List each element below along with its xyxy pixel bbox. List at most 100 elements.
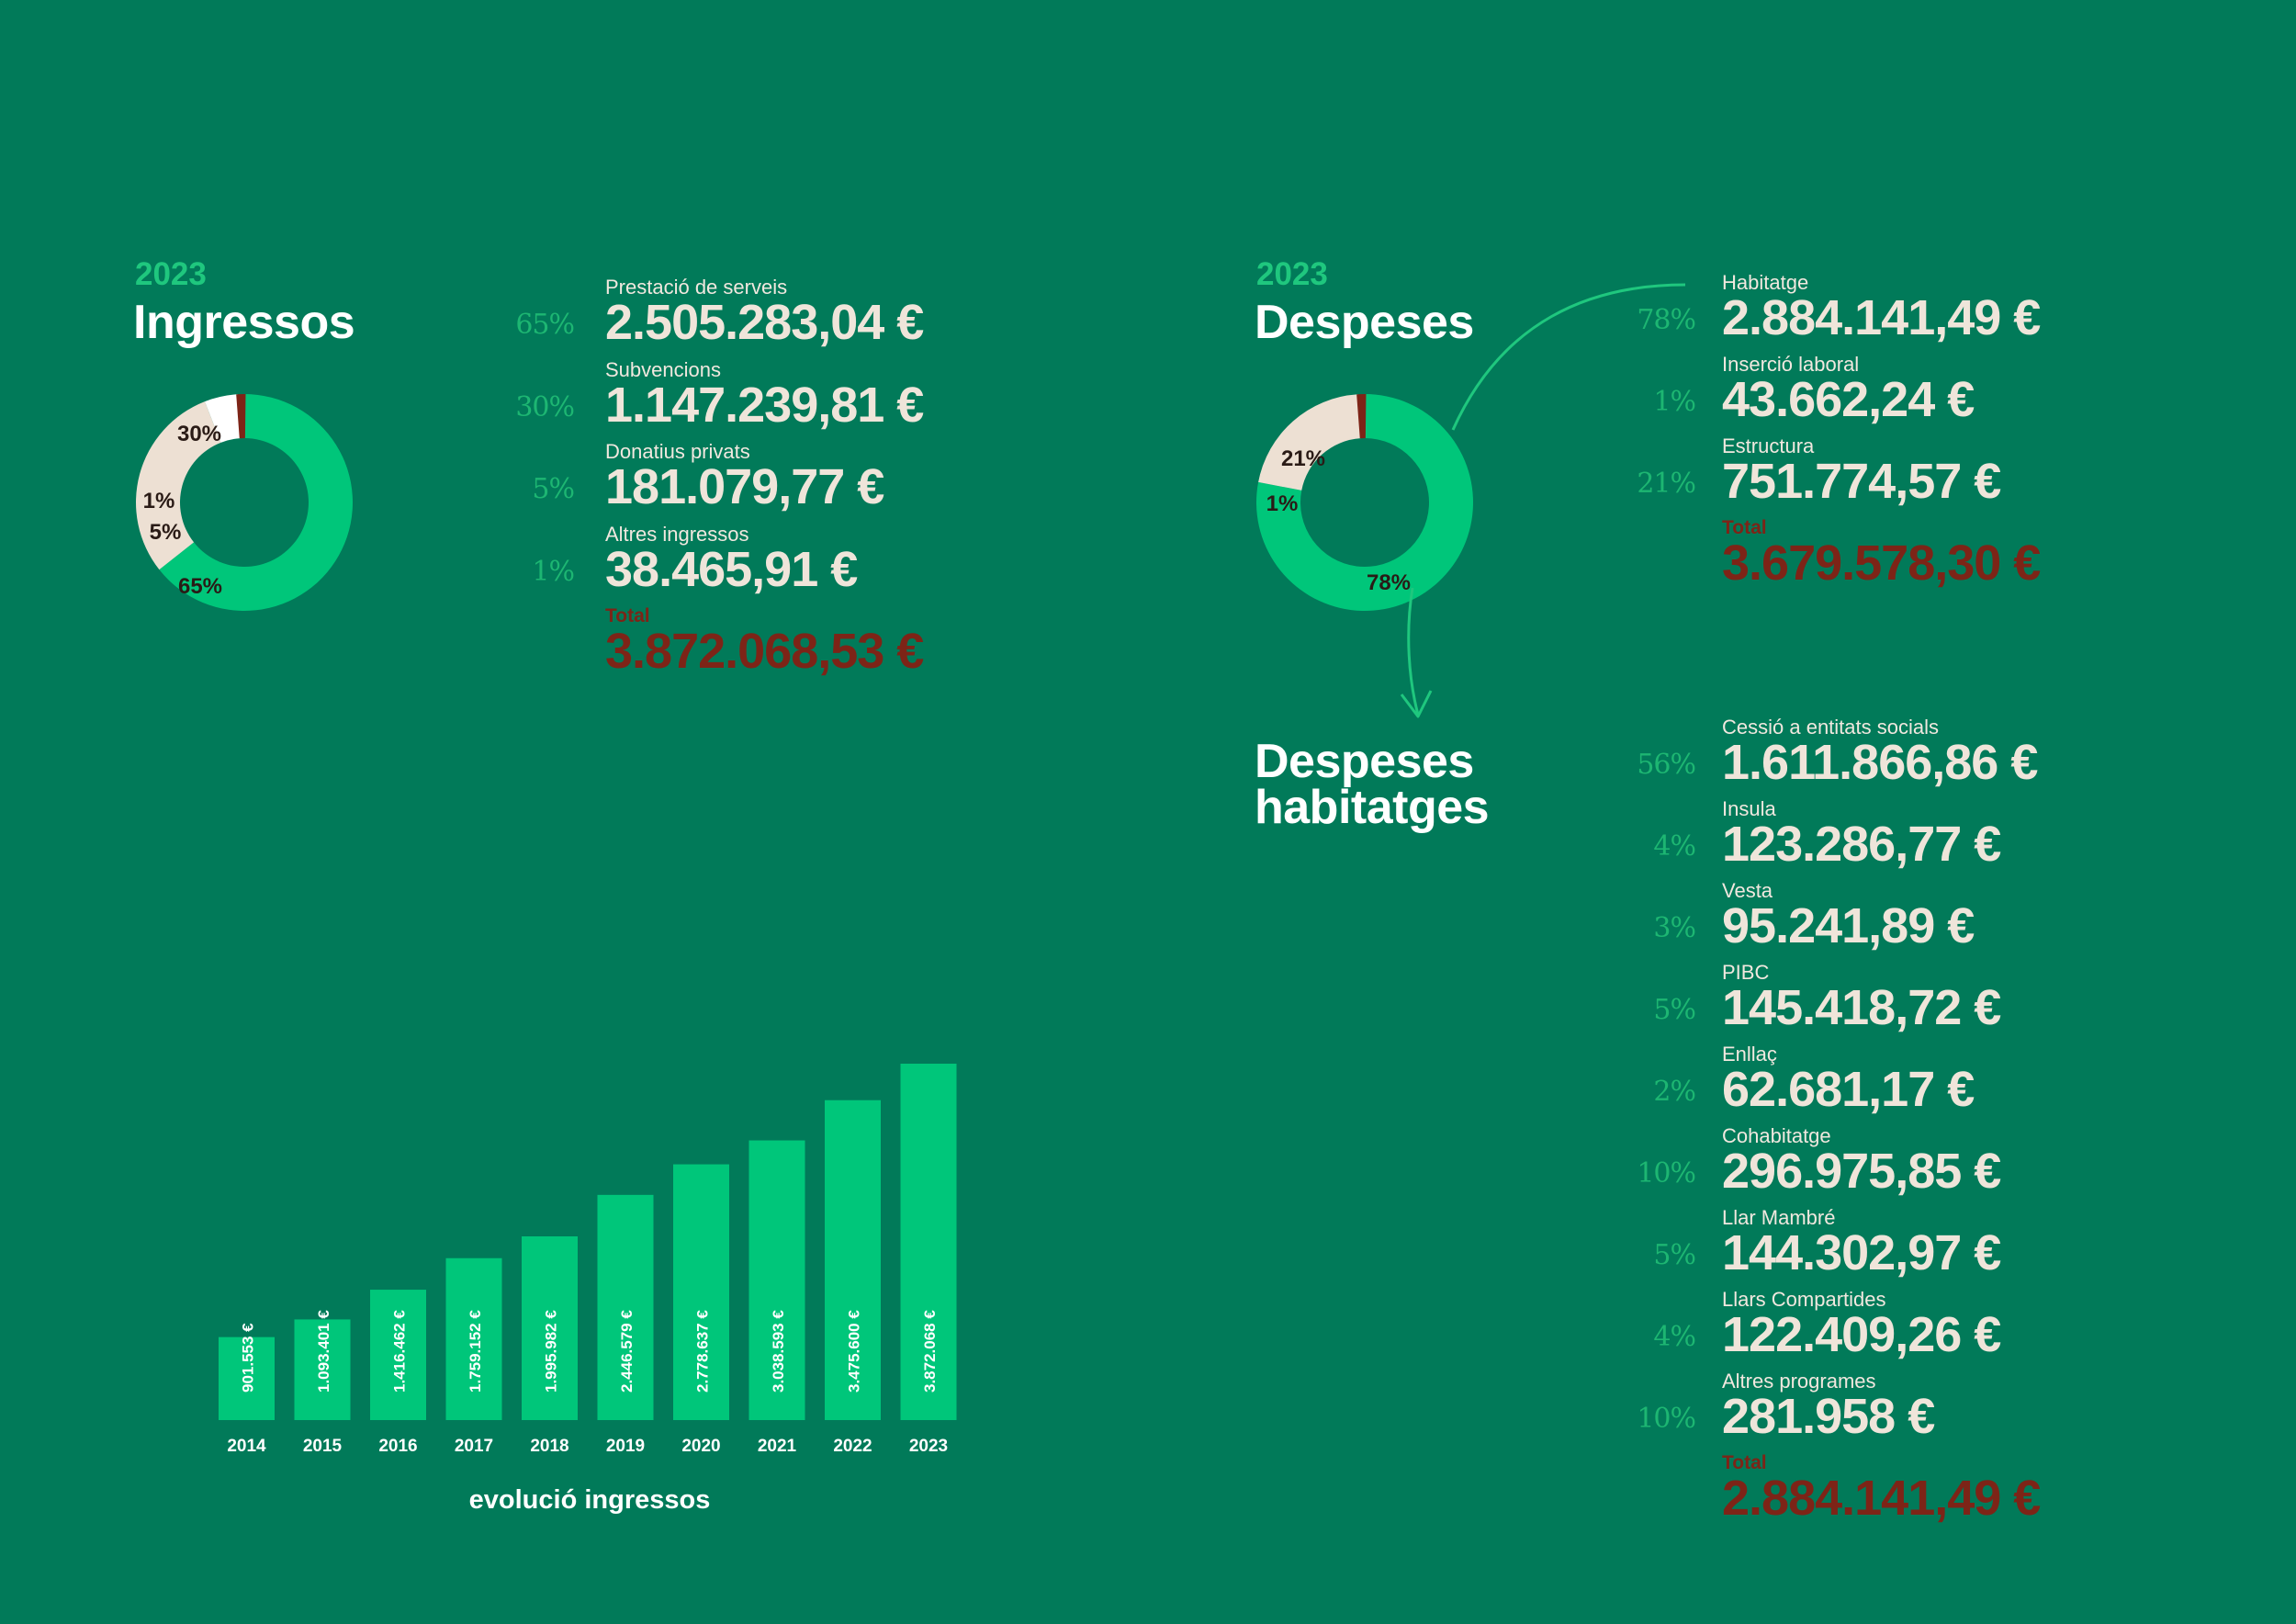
habitatges-total-label: Total	[1722, 1452, 1767, 1473]
ingressos-pct: 30%	[515, 390, 575, 423]
habitatges-amount: 95.241,89 €	[1722, 898, 1975, 953]
despeses-amount: 751.774,57 €	[1722, 454, 2001, 509]
ingressos-donut-chart: 65% 30% 5% 1%	[136, 394, 353, 611]
habitatges-pct: 4%	[1653, 1321, 1696, 1353]
ingressos-donut-slice-label: 5%	[150, 520, 182, 545]
despeses-habitatges-title-line2: habitatges	[1255, 781, 1490, 834]
habitatges-amount: 122.409,26 €	[1722, 1307, 2001, 1362]
ingressos-donut-slice-label: 65%	[178, 574, 222, 599]
bar-value-label: 2.778.637 €	[694, 1310, 712, 1393]
bar-2016	[370, 1290, 426, 1420]
ingressos-donut-slice	[136, 401, 221, 570]
despeses-donut-chart: 78% 21% 1%	[1256, 394, 1473, 611]
bar-2023	[900, 1064, 957, 1420]
ingressos-pct: 1%	[532, 555, 575, 588]
bar-year-label: 2020	[681, 1437, 720, 1456]
despeses-total-label: Total	[1722, 517, 1767, 538]
habitatges-amount: 62.681,17 €	[1722, 1062, 1975, 1117]
evolucio-ingressos-bar-chart: 901.553 € 2014 1.093.401 € 2015 1.416.462 € 2…	[219, 1064, 957, 1456]
despeses-habitatges-title: Despeses habitatges	[1255, 735, 1490, 834]
ingressos-label: Prestació de serveis	[605, 276, 788, 299]
ingressos-donut-slice	[204, 394, 241, 443]
bar-year-label: 2014	[227, 1437, 266, 1456]
bar-year-label: 2022	[833, 1437, 872, 1456]
ingressos-donut-slice	[159, 394, 353, 611]
habitatges-amount: 144.302,97 €	[1722, 1225, 2001, 1280]
bar-2017	[445, 1257, 502, 1420]
habitatges-pct: 5%	[1653, 994, 1696, 1026]
habitatges-amount: 281.958 €	[1722, 1389, 1935, 1444]
habitatges-label: Enllaç	[1722, 1043, 1777, 1066]
habitatges-amount: 1.611.866,86 €	[1722, 735, 2038, 790]
habitatges-amount: 296.975,85 €	[1722, 1144, 2001, 1199]
bar-value-label: 901.553 €	[240, 1323, 257, 1393]
habitatges-pct: 10%	[1637, 1403, 1696, 1435]
bar-year-label: 2018	[530, 1437, 568, 1456]
habitatges-amount: 123.286,77 €	[1722, 817, 2001, 872]
despeses-donut-slice-label: 1%	[1266, 491, 1299, 516]
ingressos-label: Altres ingressos	[605, 522, 749, 546]
despeses-amount: 43.662,24 €	[1722, 372, 1975, 427]
despeses-donut-slice-label: 78%	[1367, 570, 1411, 595]
bar-2021	[748, 1140, 805, 1420]
habitatges-total-amount: 2.884.141,49 €	[1722, 1471, 2041, 1526]
bar-2015	[294, 1319, 351, 1420]
habitatges-pct: 10%	[1637, 1157, 1696, 1190]
despeses-label: Habitatge	[1722, 271, 1809, 294]
habitatges-label: Llar Mambré	[1722, 1206, 1836, 1229]
bar-year-label: 2016	[378, 1437, 417, 1456]
habitatges-pct: 3%	[1653, 912, 1696, 944]
bar-year-label: 2017	[455, 1437, 493, 1456]
habitatges-pct: 56%	[1637, 749, 1696, 781]
bar-value-label: 1.416.462 €	[391, 1310, 409, 1393]
bar-value-label: 3.872.068 €	[921, 1310, 939, 1393]
ingressos-amount: 1.147.239,81 €	[605, 377, 924, 433]
bar-2019	[597, 1194, 654, 1420]
despeses-donut-slice	[1356, 394, 1367, 439]
habitatges-label: PIBC	[1722, 961, 1770, 984]
despeses-pct: 21%	[1637, 468, 1696, 500]
despeses-label: Estructura	[1722, 434, 1815, 457]
ingressos-donut-slice	[236, 394, 246, 439]
despeses-label: Inserció laboral	[1722, 353, 1860, 376]
bar-value-label: 3.038.593 €	[770, 1310, 787, 1393]
bar-year-label: 2015	[303, 1437, 343, 1456]
bar-year-label: 2021	[758, 1437, 797, 1456]
despeses-pct: 78%	[1637, 304, 1696, 336]
despeses-amount: 2.884.141,49 €	[1722, 290, 2041, 345]
bar-chart-title: evolució ingressos	[468, 1485, 711, 1515]
despeses-title: Despeses	[1255, 296, 1474, 349]
despeses-pct: 1%	[1653, 386, 1696, 418]
habitatges-pct: 5%	[1653, 1239, 1696, 1271]
habitatges-label: Llars Compartides	[1722, 1288, 1886, 1311]
habitatges-label: Altres programes	[1722, 1370, 1876, 1393]
ingressos-amount: 38.465,91 €	[605, 541, 858, 597]
habitatges-label: Cohabitatge	[1722, 1124, 1831, 1147]
despeses-donut-slice	[1258, 394, 1361, 491]
habitatges-amount: 145.418,72 €	[1722, 980, 2001, 1035]
bar-year-label: 2019	[606, 1437, 645, 1456]
bar-value-label: 1.759.152 €	[467, 1310, 484, 1393]
bar-year-label: 2023	[909, 1437, 948, 1456]
bar-2022	[825, 1100, 881, 1420]
bar-value-label: 1.093.401 €	[315, 1310, 332, 1393]
bar-value-label: 1.995.982 €	[543, 1310, 560, 1393]
despeses-total-amount: 3.679.578,30 €	[1722, 536, 2041, 591]
habitatges-label: Insula	[1722, 797, 1776, 820]
bar-value-label: 2.446.579 €	[618, 1310, 636, 1393]
habitatges-pct: 4%	[1653, 830, 1696, 863]
despeses-habitatges-title-line1: Despeses	[1255, 735, 1474, 788]
ingressos-amount: 2.505.283,04 €	[605, 295, 924, 350]
despeses-donut-slice	[1256, 394, 1473, 611]
bar-2014	[219, 1336, 275, 1420]
despeses-year: 2023	[1256, 256, 1328, 292]
connector-arrow	[1400, 283, 1686, 718]
ingressos-year: 2023	[135, 256, 207, 292]
ingressos-amount: 181.079,77 €	[605, 459, 884, 514]
ingressos-title: Ingressos	[133, 296, 355, 349]
ingressos-total-label: Total	[605, 605, 650, 626]
habitatges-label: Vesta	[1722, 879, 1773, 902]
bar-value-label: 3.475.600 €	[846, 1310, 863, 1393]
ingressos-pct: 65%	[515, 309, 575, 341]
ingressos-label: Donatius privats	[605, 440, 750, 463]
